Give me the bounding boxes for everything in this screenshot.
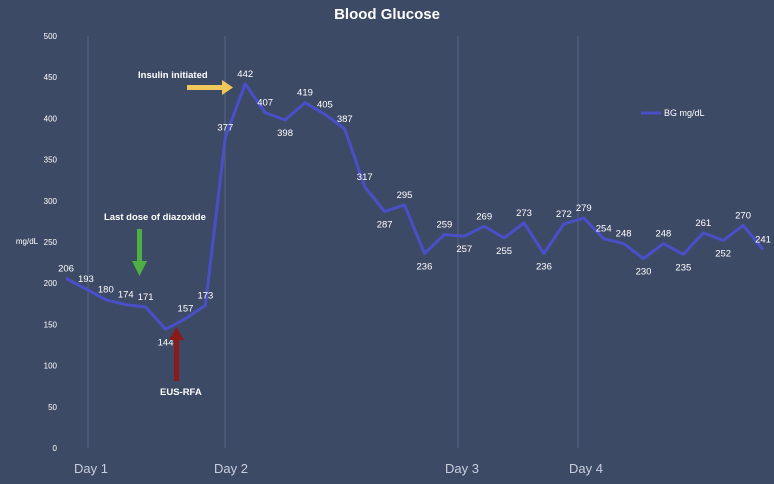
- annotation-eusrfa-text: EUS-RFA: [160, 387, 202, 398]
- data-label: 442: [237, 69, 253, 80]
- data-label: 248: [655, 229, 671, 240]
- data-label: 407: [257, 98, 273, 109]
- data-label: 295: [397, 190, 413, 201]
- data-label: 269: [476, 211, 492, 222]
- legend: BG mg/dL: [641, 108, 705, 118]
- y-tick-label: 350: [44, 156, 58, 165]
- data-label: 206: [58, 263, 74, 274]
- data-label: 257: [456, 244, 472, 255]
- data-label: 377: [217, 122, 233, 133]
- x-day-label: Day 1: [74, 461, 108, 476]
- data-label: 387: [337, 114, 353, 125]
- data-label: 270: [735, 211, 751, 222]
- data-label: 272: [556, 209, 572, 220]
- data-label: 279: [576, 203, 592, 214]
- y-tick-label: 50: [48, 403, 57, 412]
- annotations: Insulin initiated Last dose of diazoxide…: [104, 70, 233, 398]
- annotation-diazoxide-text: Last dose of diazoxide: [104, 212, 206, 223]
- data-label: 171: [138, 292, 154, 303]
- data-label: 405: [317, 99, 333, 110]
- data-label: 157: [178, 304, 194, 315]
- data-label: 254: [596, 224, 612, 235]
- y-tick-label: 300: [44, 197, 58, 206]
- data-label: 261: [695, 218, 711, 229]
- data-label: 230: [636, 266, 652, 277]
- y-tick-label: 0: [53, 444, 58, 453]
- annotation-diazoxide-arrow: [132, 229, 147, 276]
- series-bg: [65, 82, 765, 331]
- y-tick-label: 150: [44, 320, 58, 329]
- legend-label-bg: BG mg/dL: [664, 108, 705, 118]
- y-tick-label: 400: [44, 114, 58, 123]
- annotation-eusrfa-arrow: [169, 327, 184, 381]
- y-tick-label: 450: [44, 73, 58, 82]
- data-label: 317: [357, 172, 373, 183]
- x-axis: Day 1 Day 2 Day 3 Day 4: [74, 461, 603, 476]
- x-day-label: Day 3: [445, 461, 479, 476]
- annotation-insulin-text: Insulin initiated: [138, 70, 208, 81]
- data-label: 248: [616, 229, 632, 240]
- y-tick-label: 100: [44, 362, 58, 371]
- y-axis: 0 50 100 150 200 250 300 350 400 450 500: [44, 32, 58, 453]
- y-tick-label: 200: [44, 279, 58, 288]
- data-label: 252: [715, 248, 731, 259]
- data-label: 173: [197, 290, 213, 301]
- data-label: 236: [536, 262, 552, 273]
- annotation-insulin-arrow: [187, 80, 233, 95]
- data-label: 180: [98, 285, 114, 296]
- data-label: 174: [118, 290, 134, 301]
- data-label: 255: [496, 246, 512, 257]
- data-label: 235: [675, 262, 691, 273]
- data-label: 193: [78, 274, 94, 285]
- y-tick-label: 250: [44, 238, 58, 247]
- data-label: 144: [158, 337, 174, 348]
- x-day-label: Day 4: [569, 461, 603, 476]
- grid: [87, 36, 579, 448]
- data-label: 236: [417, 262, 433, 273]
- y-axis-label: mg/dL: [16, 237, 39, 246]
- x-day-label: Day 2: [214, 461, 248, 476]
- y-tick-label: 500: [44, 32, 58, 41]
- series-line-bg: [65, 82, 765, 331]
- chart-title: Blood Glucose: [334, 6, 440, 23]
- data-label: 398: [277, 128, 293, 139]
- data-label: 273: [516, 208, 532, 219]
- data-label: 241: [755, 234, 771, 245]
- data-label: 419: [297, 88, 313, 99]
- data-label: 259: [436, 220, 452, 231]
- data-label: 287: [377, 220, 393, 231]
